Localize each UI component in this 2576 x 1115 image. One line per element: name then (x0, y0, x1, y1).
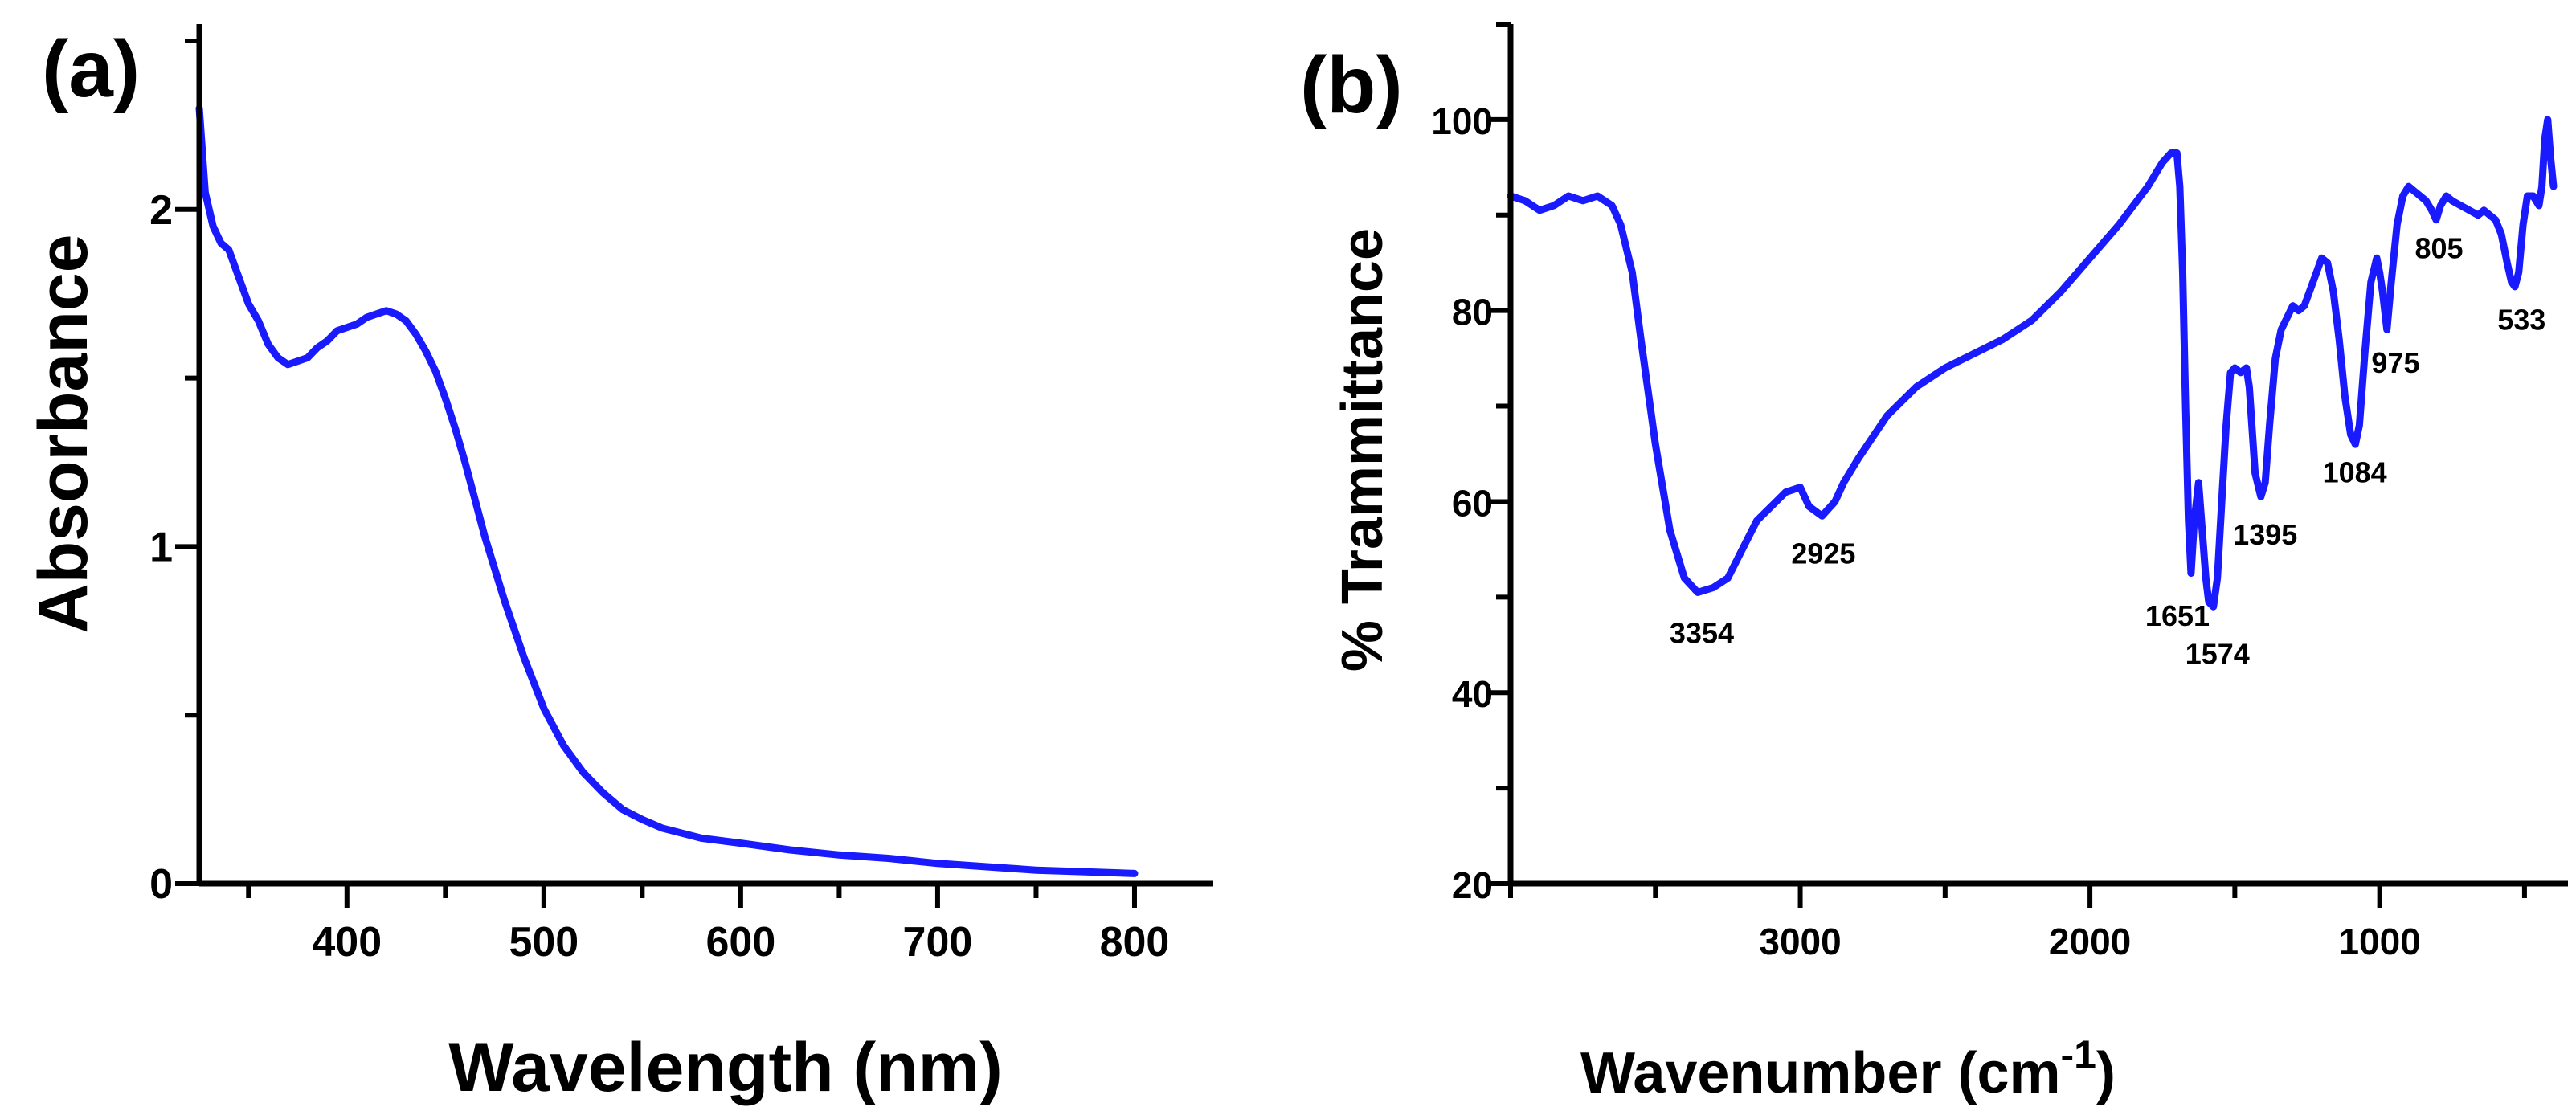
peak-label-3354: 3354 (1670, 616, 1734, 649)
panel-b-y-ticks: 20 40 60 80 100 (1431, 22, 1511, 906)
panel-a-x-tick-label: 400 (312, 919, 382, 966)
peak-label-1651: 1651 (2145, 599, 2210, 632)
peak-label-2925: 2925 (1791, 537, 1855, 570)
peak-label-533: 533 (2497, 303, 2545, 336)
panel-a-axes (196, 24, 1213, 887)
panel-a-y-axis-title: Absorbance (25, 234, 102, 633)
panel-a-x-axis-title: Wavelength (nm) (448, 1029, 1003, 1106)
panel-b-x-axis-title-main: Wavenumber (cm (1580, 1041, 2060, 1105)
peak-label-975: 975 (2371, 346, 2419, 379)
panel-a-x-tick-label: 600 (706, 919, 776, 966)
absorbance-series-group (195, 104, 1139, 877)
panel-a-x-tick-label: 500 (509, 919, 579, 966)
panel-b-series-line (1507, 116, 2558, 611)
transmittance-series-group (1507, 116, 2558, 611)
panel-b-y-tick-label: 40 (1452, 673, 1493, 715)
panel-b-x-ticks: 3000 2000 1000 (1508, 884, 2527, 962)
panel-a-x-tick-label: 800 (1100, 919, 1170, 966)
panel-a-y-ticks: 0 1 2 (149, 38, 199, 908)
panel-b-y-tick-label: 20 (1452, 864, 1493, 906)
peak-label-1395: 1395 (2233, 518, 2297, 551)
panel-a-x-tick-label: 700 (903, 919, 973, 966)
panel-b-label: (b) (1300, 40, 1403, 130)
panel-b-y-tick-label: 60 (1452, 482, 1493, 524)
panel-b-y-tick-label: 80 (1452, 292, 1493, 333)
panel-b-x-axis-title-superscript: -1 (2061, 1032, 2096, 1077)
panel-b-x-tick-label: 2000 (2049, 921, 2131, 962)
panel-b-axes (1507, 24, 2568, 887)
peak-label-1084: 1084 (2323, 456, 2387, 489)
panel-a-y-tick-label: 0 (149, 861, 173, 908)
panel-a-x-ticks: 400 500 600 700 800 (246, 884, 1170, 966)
panel-a-series-line (195, 104, 1139, 877)
panel-b-y-tick-label: 100 (1431, 100, 1493, 142)
panel-b-x-tick-label: 3000 (1759, 921, 1841, 962)
panel-b-y-axis-title: % Trammittance (1331, 228, 1395, 672)
peak-label-805: 805 (2415, 231, 2464, 264)
panel-b-x-tick-label: 1000 (2338, 921, 2420, 962)
panel-b-x-axis-title: Wavenumber (cm-1) (1580, 1032, 2116, 1105)
panel-b-x-axis-title-end: ) (2096, 1041, 2116, 1105)
panel-b-ftir-chart: (b) 3000 2000 1000 20 40 60 80 100 3354 2925 165… (1300, 22, 2568, 1105)
panel-a-y-tick-label: 1 (149, 524, 173, 570)
panel-a-y-tick-label: 2 (149, 187, 173, 234)
panel-b-peak-annotations: 3354 2925 1651 1574 1395 1084 975 805 533 (1670, 231, 2545, 670)
panel-a-label: (a) (42, 24, 140, 114)
peak-label-1574: 1574 (2186, 638, 2250, 671)
panel-a-uv-vis-chart: (a) 400 500 600 700 800 012 Wavelength (nm) … (25, 24, 1213, 1106)
